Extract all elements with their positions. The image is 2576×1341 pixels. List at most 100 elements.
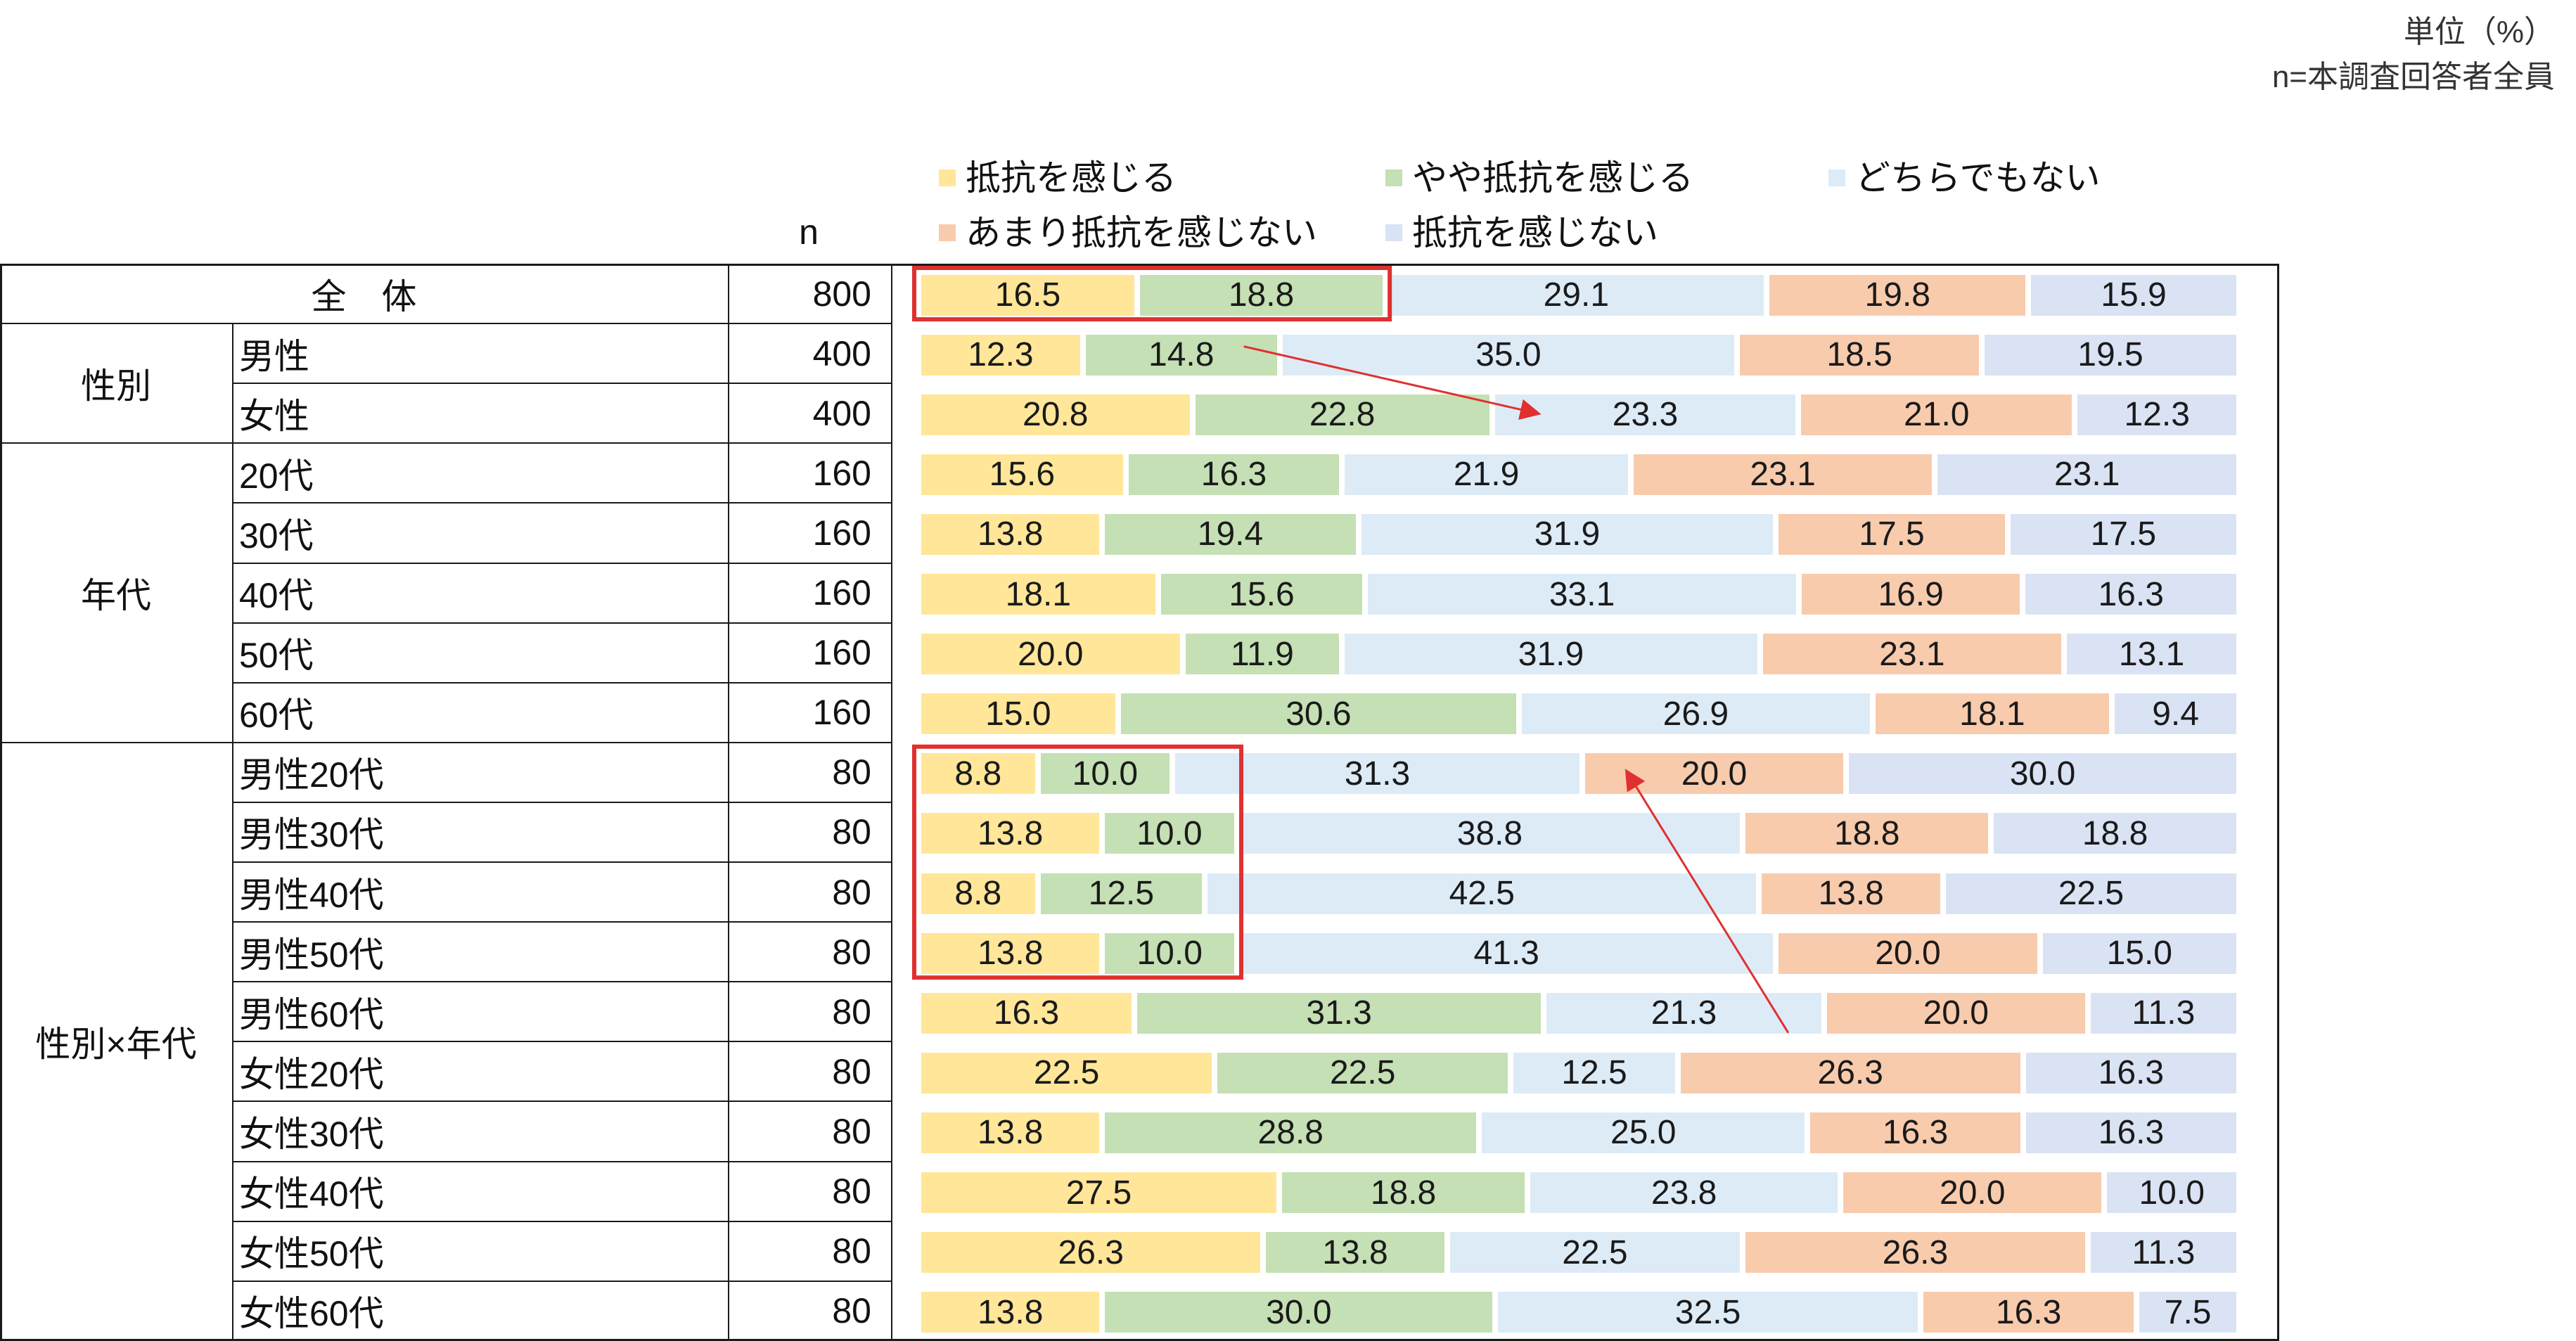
data-label: 16.3 xyxy=(1882,1114,1949,1152)
bar-segment: 30.0 xyxy=(1849,753,2236,795)
data-label: 18.8 xyxy=(2082,814,2148,852)
grid-line-row xyxy=(232,1101,891,1103)
data-label: 18.8 xyxy=(1833,814,1900,852)
grid-line-col xyxy=(891,264,892,1341)
bar-segment: 22.5 xyxy=(1449,1232,1741,1273)
legend-swatch xyxy=(1385,169,1402,186)
grid-line-row xyxy=(232,1220,891,1222)
bar-segment: 18.8 xyxy=(1745,813,1989,854)
data-label: 18.8 xyxy=(1370,1174,1437,1212)
data-label: 30.0 xyxy=(1266,1293,1332,1331)
data-label: 22.5 xyxy=(1329,1054,1396,1092)
row-label: 60代 xyxy=(239,695,314,736)
legend-swatch xyxy=(939,169,956,186)
legend-label: どちらでもない xyxy=(1855,158,2101,198)
legend-label: 抵抗を感じる xyxy=(966,158,1177,198)
data-label: 23.1 xyxy=(1750,456,1816,494)
bar-segment: 16.9 xyxy=(1801,574,2020,615)
legend-label: やや抵抗を感じる xyxy=(1412,158,1693,198)
data-label: 13.1 xyxy=(2118,635,2185,673)
data-label: 23.1 xyxy=(2053,456,2120,494)
bar-segment: 14.8 xyxy=(1085,334,1277,376)
bar-segment: 15.6 xyxy=(1160,574,1363,615)
row-label: 20代 xyxy=(239,456,314,496)
data-label: 23.3 xyxy=(1612,396,1679,434)
bar-segment: 11.3 xyxy=(2090,1232,2236,1273)
data-label: 18.1 xyxy=(1959,695,2025,733)
data-label: 13.8 xyxy=(1818,875,1884,913)
data-label: 13.8 xyxy=(977,515,1044,553)
row-n: 400 xyxy=(812,393,871,433)
data-label: 20.0 xyxy=(1940,1174,2006,1212)
bar-segment: 26.3 xyxy=(921,1232,1261,1273)
data-label: 19.8 xyxy=(1864,276,1930,314)
bar-segment: 18.1 xyxy=(1875,693,2110,735)
bar-segment: 10.0 xyxy=(1040,753,1170,795)
bar-segment: 13.8 xyxy=(921,932,1100,974)
grid-line-row xyxy=(232,383,891,385)
group-label: 性別 xyxy=(81,366,151,406)
row-n: 160 xyxy=(812,573,871,613)
bar-segment: 22.8 xyxy=(1195,394,1489,435)
bar-segment: 16.3 xyxy=(1810,1112,2020,1153)
bar-segment: 19.4 xyxy=(1105,513,1356,555)
row-label: 女性40代 xyxy=(239,1174,384,1214)
data-label: 18.5 xyxy=(1826,336,1892,374)
bar-segment: 8.8 xyxy=(921,873,1035,914)
grid-line-row xyxy=(232,1041,891,1043)
data-label: 32.5 xyxy=(1674,1293,1741,1331)
data-label: 11.9 xyxy=(1231,635,1294,673)
bar-segment: 11.3 xyxy=(2090,992,2236,1034)
data-label: 42.5 xyxy=(1449,875,1515,913)
bar-segment: 18.8 xyxy=(1139,274,1383,316)
bar-segment: 20.0 xyxy=(1584,753,1844,795)
bar-segment: 21.9 xyxy=(1345,454,1628,495)
grid-line-col xyxy=(232,323,233,1341)
data-label: 31.9 xyxy=(1518,635,1584,673)
row-n: 80 xyxy=(832,812,871,852)
data-label: 22.5 xyxy=(1562,1233,1628,1271)
bar-segment: 16.3 xyxy=(2025,574,2236,615)
row-label: 男性40代 xyxy=(239,875,384,915)
data-label: 12.3 xyxy=(2124,396,2190,434)
data-label: 30.0 xyxy=(2009,755,2076,793)
row-label: 女性50代 xyxy=(239,1234,384,1274)
bar-segment: 15.9 xyxy=(2031,274,2236,316)
data-label: 31.3 xyxy=(1306,994,1372,1032)
row-label: 男性50代 xyxy=(239,935,384,975)
data-label: 15.6 xyxy=(1229,575,1295,613)
bar-segment: 16.3 xyxy=(921,992,1132,1034)
data-label: 17.5 xyxy=(1859,515,1925,553)
bar-segment: 23.8 xyxy=(1530,1172,1838,1214)
row-label: 男性30代 xyxy=(239,815,384,855)
bar-segment: 13.8 xyxy=(921,813,1100,854)
data-label: 13.8 xyxy=(977,814,1044,852)
data-label: 30.6 xyxy=(1286,695,1352,733)
bar-segment: 35.0 xyxy=(1282,334,1735,376)
data-label: 19.5 xyxy=(2077,336,2144,374)
row-n: 160 xyxy=(812,633,871,673)
bar-segment: 29.1 xyxy=(1388,274,1764,316)
row-label: 男性 xyxy=(239,336,309,376)
data-label: 13.8 xyxy=(977,1293,1044,1331)
data-label: 7.5 xyxy=(2164,1293,2212,1331)
data-label: 12.3 xyxy=(968,336,1034,374)
data-label: 26.3 xyxy=(1817,1054,1883,1092)
legend-label: 抵抗を感じない xyxy=(1412,213,1658,252)
data-label: 10.0 xyxy=(1072,755,1139,793)
bar-segment: 10.0 xyxy=(1105,813,1234,854)
bar-segment: 22.5 xyxy=(1945,873,2236,914)
bar-segment: 30.6 xyxy=(1120,693,1517,735)
data-label: 29.1 xyxy=(1543,276,1610,314)
bar-segment: 28.8 xyxy=(1105,1112,1477,1153)
bar-segment: 15.6 xyxy=(921,454,1123,495)
data-label: 13.8 xyxy=(1322,1233,1388,1271)
bar-segment: 12.3 xyxy=(2077,394,2236,435)
data-label: 16.3 xyxy=(993,994,1060,1032)
unit-note: 単位（%） n=本調査回答者全員 xyxy=(2203,10,2555,100)
data-label: 10.0 xyxy=(1136,814,1203,852)
bar-segment: 20.0 xyxy=(1826,992,2085,1034)
grid-line-right xyxy=(2277,264,2279,1341)
data-label: 12.5 xyxy=(1561,1054,1627,1092)
data-label: 11.3 xyxy=(2132,994,2196,1032)
